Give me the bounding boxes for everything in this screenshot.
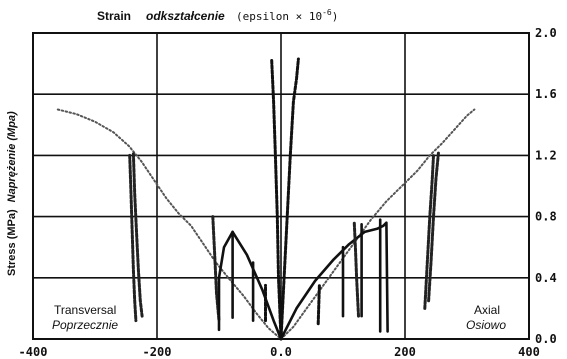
annotation-poprzecznie: Poprzecznie [52,318,118,332]
y-axis-label: Stress (MPa) Naprężenie (Mpa) [6,111,18,276]
series-line-10 [270,59,283,341]
series-line-17 [352,219,360,318]
x-tick-label: 400 [518,345,540,359]
y-axis-label-pl: Naprężenie (Mpa) [6,111,18,202]
y-tick-label: 1.2 [535,148,557,162]
series-line-12 [316,283,321,326]
series-line-4 [131,152,144,318]
y-tick-label: 0.4 [535,271,557,285]
x-tick-label: -400 [19,345,48,359]
chart-title-exp: -6 [322,8,332,17]
series-line-19 [427,150,440,303]
y-tick-label: 0.0 [535,332,557,346]
x-tick-label: -200 [143,345,172,359]
series-line-18 [423,153,435,310]
series-line-11 [279,57,300,341]
chart-title-close: ) [332,10,339,23]
chart-title-en: Strain [97,9,131,23]
chart-title-unit-text: (epsilon × 10 [236,10,322,23]
y-tick-labels: 0.0 0.4 0.8 1.2 1.6 2.0 [535,26,557,346]
chart-title-unit: (epsilon × 10-6) [236,8,338,23]
y-tick-label: 1.6 [535,87,557,101]
y-tick-label: 2.0 [535,26,557,40]
x-tick-label: 0.0 [270,345,292,359]
data-series [56,57,476,341]
y-axis-label-en: Stress (MPa) [6,209,18,276]
grid-lines [33,33,529,339]
x-tick-labels: -400 -200 0.0 200 400 [19,345,540,359]
series-line-2 [280,108,476,340]
series-line-6 [217,230,283,341]
chart-title-pl: odkształcenie [146,9,225,23]
annotation-osiowo: Osiowo [466,318,506,332]
series-line-3 [128,153,138,323]
series-line-1 [56,108,282,340]
series-line-13 [279,221,389,341]
y-tick-label: 0.8 [535,210,557,224]
annotation-axial: Axial [474,303,500,317]
x-tick-label: 200 [394,345,416,359]
annotation-transversal: Transversal [54,303,116,317]
